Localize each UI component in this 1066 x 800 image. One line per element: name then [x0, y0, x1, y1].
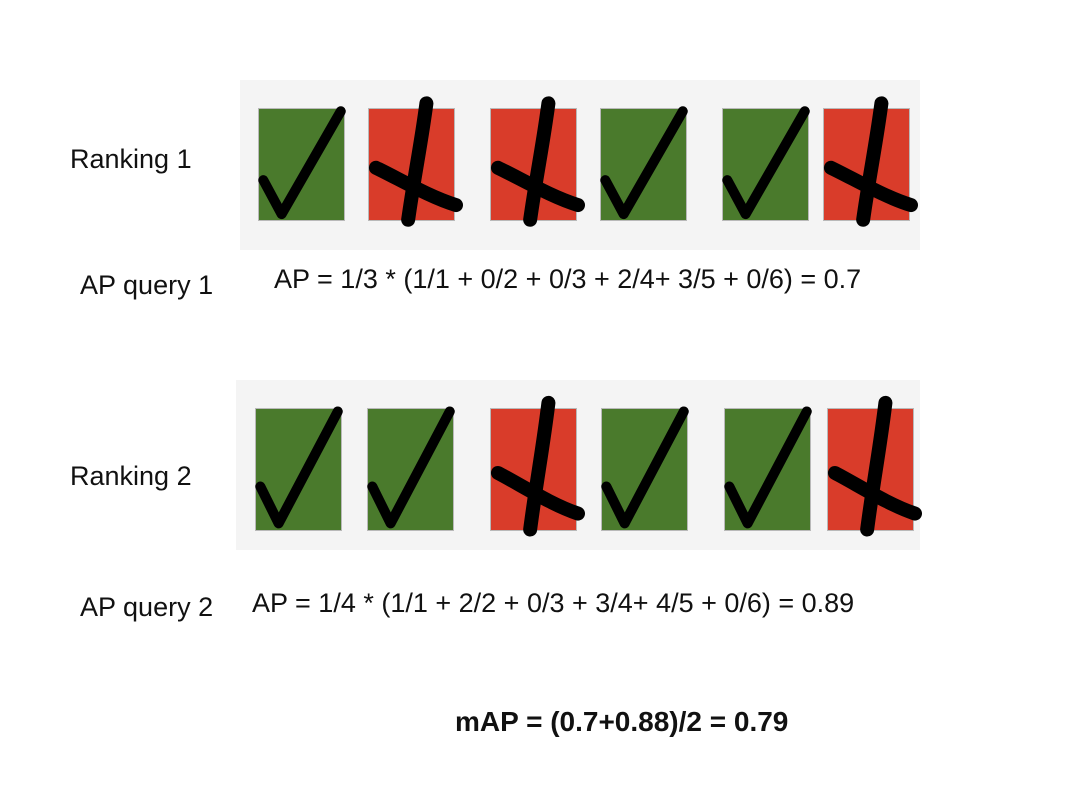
cross-mark-icon — [490, 395, 585, 537]
relevant-result-card — [724, 406, 812, 531]
relevant-result-card — [601, 406, 689, 531]
non-relevant-result-card — [368, 96, 463, 227]
non-relevant-result-card — [490, 395, 585, 537]
relevant-result-card — [258, 106, 346, 221]
map-formula: mAP = (0.7+0.88)/2 = 0.79 — [455, 706, 789, 737]
ranking-2-label: Ranking 2 — [70, 461, 192, 491]
check-mark-icon — [601, 406, 689, 529]
ap-query-2-formula: AP = 1/4 * (1/1 + 2/2 + 0/3 + 3/4+ 4/5 +… — [252, 588, 855, 618]
check-mark-icon — [367, 406, 455, 529]
check-mark-icon — [600, 106, 688, 220]
cross-mark-icon — [827, 395, 922, 537]
ap-query-1-label: AP query 1 — [80, 270, 214, 300]
relevant-result-card — [722, 106, 810, 221]
check-mark-icon — [258, 106, 346, 220]
non-relevant-result-card — [823, 96, 918, 227]
non-relevant-result-card — [490, 96, 585, 227]
ranking-1-label: Ranking 1 — [70, 144, 192, 174]
check-mark-icon — [255, 406, 343, 529]
relevant-result-card — [367, 406, 455, 531]
ap-query-1-formula: AP = 1/3 * (1/1 + 0/2 + 0/3 + 2/4+ 3/5 +… — [274, 264, 862, 294]
non-relevant-result-card — [827, 395, 922, 537]
cross-mark-icon — [368, 96, 463, 227]
check-mark-icon — [722, 106, 810, 220]
relevant-result-card — [600, 106, 688, 221]
relevant-result-card — [255, 406, 343, 531]
cross-mark-icon — [823, 96, 918, 227]
ap-query-2-label: AP query 2 — [80, 592, 214, 622]
check-mark-icon — [724, 406, 812, 529]
cross-mark-icon — [490, 96, 585, 227]
